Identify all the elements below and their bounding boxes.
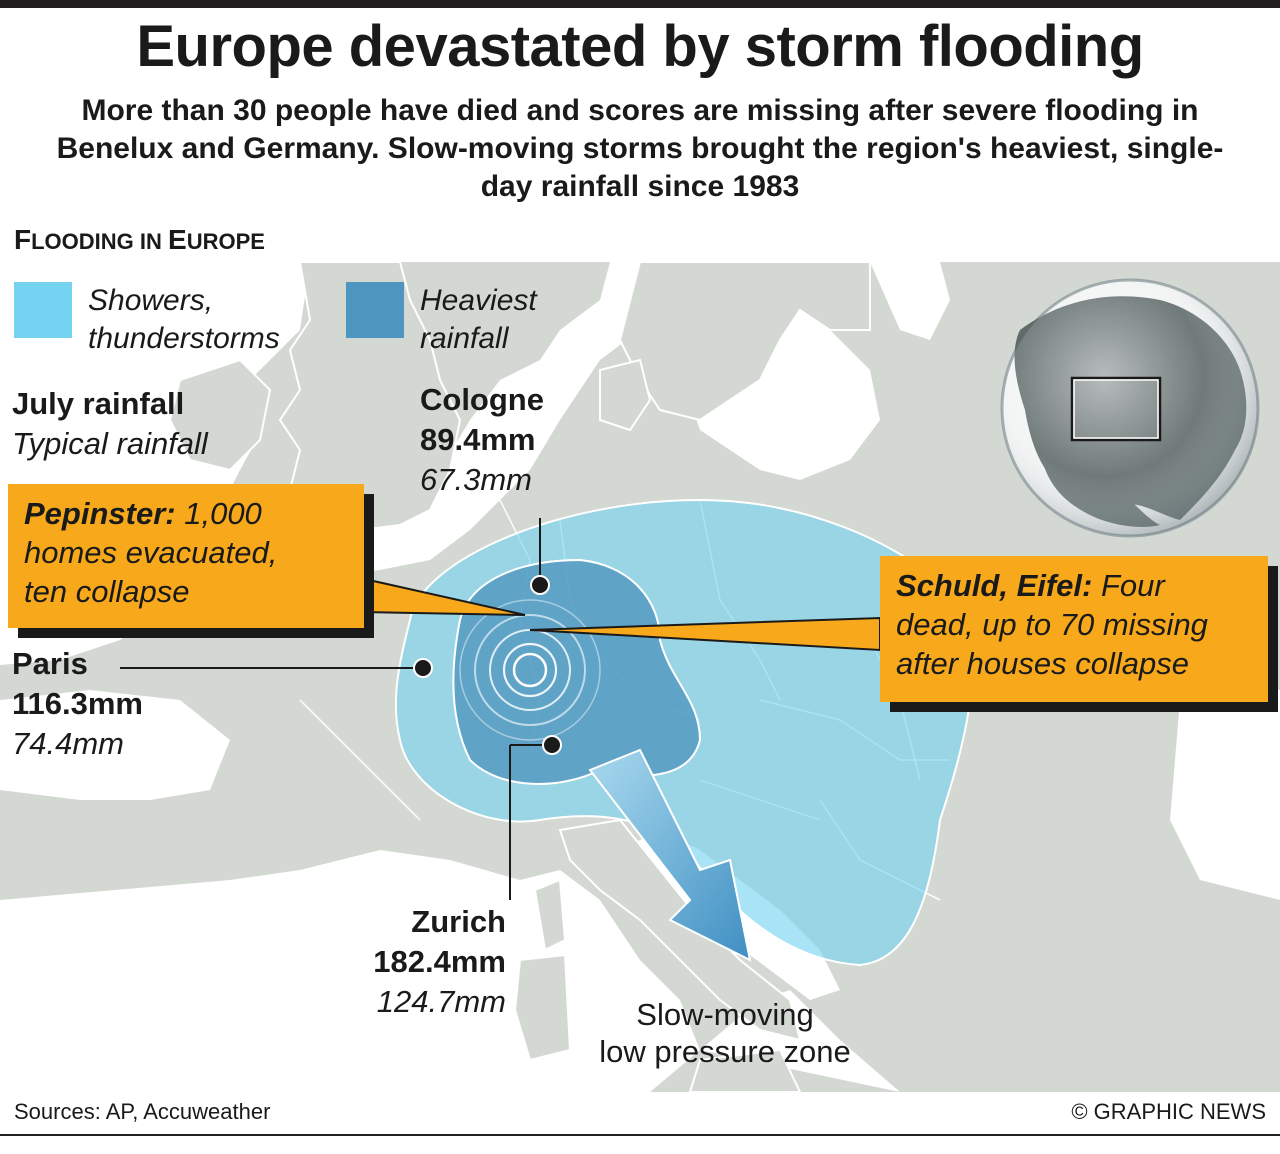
bottom-rule [0,1134,1280,1136]
legend-heaviest-label: Heaviest rainfall [420,284,537,355]
british-isles [168,262,462,532]
top-rule [0,0,1280,8]
page-title: Europe devastated by storm flooding [136,14,1144,79]
cologne-dot [530,575,550,595]
scandinavia [599,262,871,432]
europe-map [0,262,1280,1092]
legend-showers-label: Showers, thunderstorms [88,284,280,355]
islands [513,878,802,1092]
section-title: FLOODING IN EUROPE [14,224,265,255]
copyright: © GRAPHIC NEWS [1071,1099,1266,1124]
zurich-dot [542,735,562,755]
city-dots [413,575,562,755]
globe-locator-box [1070,376,1162,442]
italy [558,818,802,1042]
cologne-label: Cologne 89.4mm 67.3mm [420,382,544,497]
legend-showers-swatch [14,282,72,338]
key-july-rainfall: July rainfall [12,386,185,421]
schuld-callout: Schuld, Eifel: Four dead, up to 70 missi… [880,556,1268,702]
page-subtitle: More than 30 people have died and scores… [56,94,1224,203]
paris-label: Paris 116.3mm 74.4mm [12,646,143,761]
low-pressure-label: Slow-moving low pressure zone [599,997,851,1069]
zurich-label: Zurich 182.4mm 124.7mm [373,904,506,1019]
pepinster-callout: Pepinster: 1,000 homes evacuated, ten co… [8,484,364,628]
heaviest-zone [452,558,702,785]
storm-rings [459,599,601,741]
legend-heaviest-swatch [346,282,404,338]
sources: Sources: AP, Accuweather [14,1099,271,1124]
paris-dot [413,658,433,678]
key-typical-rainfall: Typical rainfall [12,426,208,461]
locator-globe [1000,278,1260,538]
movement-arrow [588,748,752,962]
leader-lines [120,518,552,900]
